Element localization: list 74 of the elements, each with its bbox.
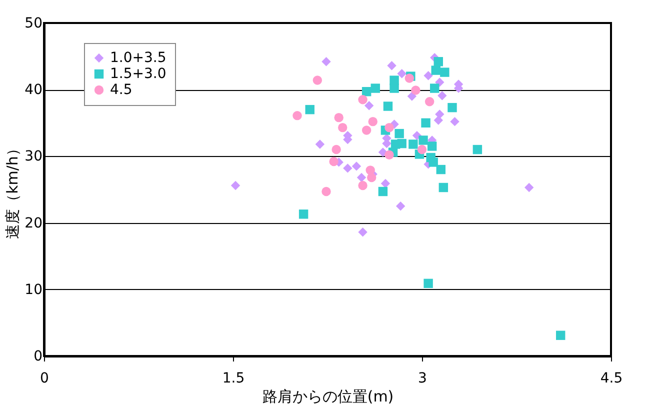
point (332, 144, 341, 154)
point (397, 69, 406, 78)
y-tick-label: 20 (24, 215, 42, 232)
point (390, 84, 399, 93)
point (366, 172, 376, 182)
point (438, 182, 448, 192)
point (431, 66, 440, 75)
point (435, 78, 444, 87)
point (397, 138, 406, 148)
point (411, 86, 420, 95)
y-tick-label: 0 (34, 348, 42, 364)
point (435, 110, 444, 119)
point (436, 164, 446, 174)
point (358, 180, 368, 190)
y-tick-label: 40 (24, 82, 42, 98)
point (329, 156, 338, 166)
point (394, 128, 404, 138)
point (524, 182, 534, 192)
point (387, 61, 396, 70)
point (362, 86, 372, 96)
x-tick-label: 4.5 (600, 370, 623, 386)
point (298, 210, 308, 219)
legend-label: 1.5+3.0 (110, 66, 166, 82)
point (438, 90, 447, 100)
x-tick-label: 1.5 (222, 370, 245, 386)
point (556, 330, 566, 340)
point (343, 164, 352, 173)
y-axis-title: 速度（km/h） (4, 141, 22, 239)
point (384, 150, 394, 160)
point (383, 102, 393, 111)
point (292, 110, 302, 120)
point (378, 186, 388, 196)
point (434, 57, 443, 66)
point (380, 178, 390, 188)
point (334, 112, 344, 122)
point (384, 122, 394, 132)
point (368, 116, 378, 126)
legend-label: 1.0+3.5 (110, 50, 166, 66)
point (450, 116, 460, 126)
point (424, 71, 433, 80)
point (448, 102, 457, 112)
point (430, 84, 440, 93)
point (305, 104, 314, 114)
point (408, 140, 418, 149)
x-tick-label: 3 (418, 370, 427, 386)
point (358, 228, 368, 237)
point (356, 172, 366, 182)
point (472, 144, 482, 154)
legend-label: 4.5 (110, 82, 132, 98)
point (424, 96, 434, 106)
y-tick-label: 50 (24, 16, 42, 32)
point (322, 186, 331, 196)
y-tick-label: 10 (24, 282, 42, 298)
point (364, 100, 374, 110)
point (440, 68, 450, 77)
point (434, 116, 443, 125)
point (312, 76, 322, 85)
point (230, 180, 240, 190)
point (428, 158, 438, 167)
point (370, 84, 380, 93)
point (417, 144, 427, 154)
point (427, 142, 437, 151)
point (362, 126, 372, 135)
point (315, 140, 325, 149)
point (358, 94, 368, 104)
x-axis-title: 路肩からの位置(m) (262, 388, 394, 406)
point (418, 136, 428, 145)
point (396, 202, 406, 211)
point (424, 278, 433, 288)
point (338, 122, 348, 132)
point (421, 118, 430, 128)
point (322, 57, 331, 66)
point (352, 162, 362, 171)
y-tick-label: 30 (24, 148, 42, 165)
